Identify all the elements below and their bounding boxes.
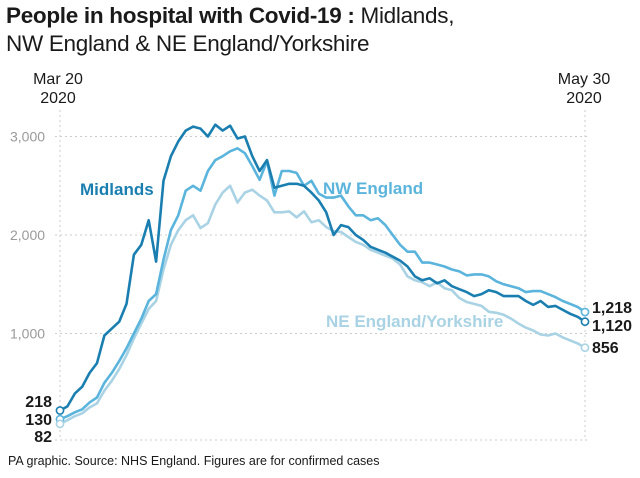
end-marker-midlands bbox=[580, 317, 590, 327]
series-line-nw-england bbox=[58, 147, 587, 421]
date-start-month-day: Mar 20 bbox=[33, 71, 83, 88]
series-label-midlands: Midlands bbox=[80, 180, 154, 199]
start-marker-ne-england-yorkshire bbox=[55, 419, 65, 429]
y-tick-label-3000: 3,000 bbox=[10, 129, 45, 145]
start-value-label-nw-england: 130 bbox=[25, 412, 52, 429]
date-end-label: May 30 2020 bbox=[544, 70, 624, 108]
start-value-label-midlands: 218 bbox=[25, 394, 52, 411]
series-label-nw-england: NW England bbox=[323, 179, 423, 198]
end-value-label-nw-england: 1,218 bbox=[592, 300, 632, 317]
date-start-year: 2020 bbox=[40, 90, 76, 107]
y-tick-label-2000: 2,000 bbox=[10, 227, 45, 243]
chart-title: People in hospital with Covid-19 : Midla… bbox=[6, 2, 636, 58]
series-line-ne-england-yorkshire bbox=[58, 184, 587, 426]
title-line2: NW England & NE England/Yorkshire bbox=[6, 31, 370, 56]
series-line-midlands bbox=[58, 123, 587, 412]
date-end-month-day: May 30 bbox=[557, 71, 611, 88]
title-regular: Midlands, bbox=[354, 3, 455, 28]
start-value-label-ne-england-yorkshire: 82 bbox=[34, 429, 52, 446]
series-label-ne-england-yorkshire: NE England/Yorkshire bbox=[326, 312, 503, 331]
date-end-year: 2020 bbox=[566, 90, 602, 107]
title-bold: People in hospital with Covid-19 : bbox=[6, 3, 355, 28]
start-marker-midlands bbox=[55, 406, 65, 415]
y-tick-label-1000: 1,000 bbox=[10, 326, 45, 342]
end-value-label-ne-england-yorkshire: 856 bbox=[592, 340, 619, 357]
end-value-label-midlands: 1,120 bbox=[592, 318, 632, 335]
end-marker-nw-england bbox=[580, 307, 590, 317]
end-marker-ne-england-yorkshire bbox=[580, 343, 590, 353]
source-footnote: PA graphic. Source: NHS England. Figures… bbox=[8, 454, 380, 468]
date-start-label: Mar 20 2020 bbox=[18, 70, 98, 108]
